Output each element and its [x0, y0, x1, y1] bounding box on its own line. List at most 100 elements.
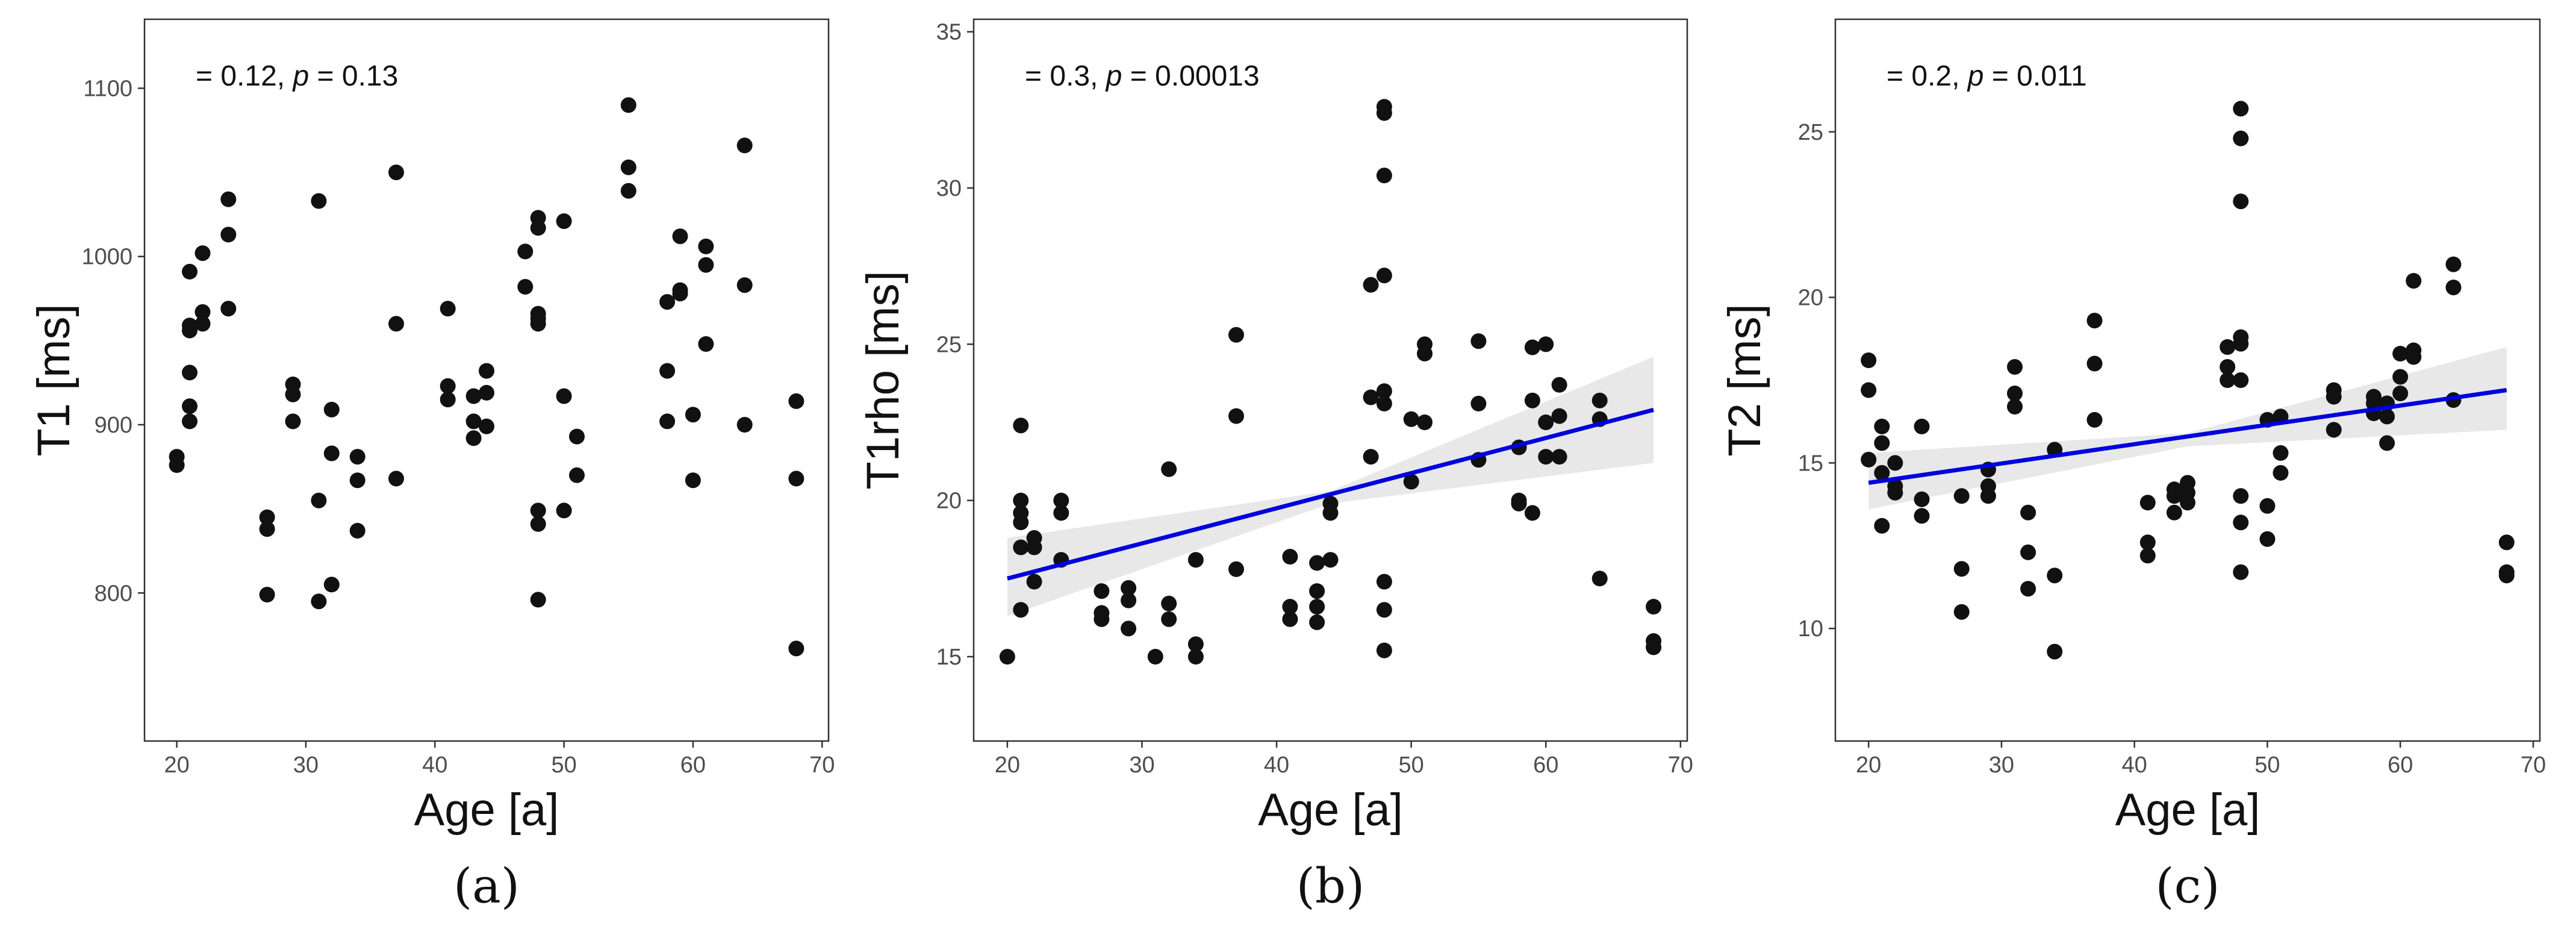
- data-point: [556, 213, 572, 230]
- data-point: [1470, 395, 1487, 411]
- data-point: [659, 413, 676, 430]
- panel-caption: (a): [453, 858, 520, 914]
- data-point: [1376, 383, 1392, 399]
- data-point: [2086, 355, 2103, 372]
- data-point: [2020, 504, 2036, 521]
- data-point: [1363, 389, 1379, 405]
- data-point: [1309, 555, 1325, 571]
- data-point: [259, 509, 275, 525]
- data-point: [1013, 602, 1029, 618]
- data-point: [1591, 571, 1608, 587]
- data-point: [1282, 599, 1298, 615]
- data-point: [2259, 531, 2276, 547]
- data-point: [1309, 583, 1325, 599]
- x-tick-label: 30: [293, 752, 319, 778]
- stats-p-symbol: p: [1967, 60, 1984, 92]
- y-tick-label: 1000: [81, 245, 132, 270]
- data-point: [2233, 564, 2249, 580]
- data-point: [1887, 484, 1903, 501]
- data-point: [2326, 422, 2342, 438]
- data-point: [1013, 515, 1029, 530]
- regression-line: [1868, 388, 2507, 485]
- y-tick-label: 20: [936, 489, 962, 514]
- data-point: [1887, 455, 1903, 471]
- data-point: [569, 467, 585, 483]
- data-point: [672, 286, 688, 302]
- data-point: [169, 457, 185, 473]
- x-axis-title: Age [a]: [414, 784, 559, 836]
- data-point: [1861, 382, 1877, 398]
- data-point: [1524, 505, 1540, 521]
- data-point: [1376, 574, 1392, 590]
- data-point: [388, 471, 404, 487]
- data-point: [182, 364, 198, 381]
- data-point: [2220, 339, 2236, 355]
- data-point: [220, 191, 237, 207]
- data-point: [2047, 643, 2063, 660]
- data-point: [349, 449, 366, 465]
- data-point: [2233, 515, 2249, 531]
- data-point: [1511, 495, 1527, 511]
- data-point: [2233, 193, 2249, 210]
- data-point: [788, 640, 804, 657]
- data-point: [1551, 377, 1567, 393]
- data-point: [311, 593, 327, 610]
- data-point: [788, 393, 804, 409]
- data-point: [1524, 339, 1540, 355]
- data-point: [569, 428, 585, 445]
- data-point: [1861, 451, 1877, 468]
- data-point: [1953, 488, 1970, 504]
- data-point: [1026, 539, 1042, 555]
- data-point: [2406, 273, 2422, 289]
- plot-frame: [972, 18, 1688, 742]
- data-point: [1953, 604, 1970, 620]
- data-point: [259, 521, 275, 537]
- data-point: [1161, 461, 1177, 477]
- data-point: [2392, 369, 2409, 385]
- regression-line: [1007, 407, 1654, 581]
- stats-annotation: = 0.3, p = 0.00013: [1025, 60, 1260, 92]
- data-point: [2007, 359, 2023, 375]
- data-point: [2233, 101, 2249, 117]
- data-point: [1538, 336, 1554, 352]
- data-point: [620, 97, 636, 113]
- data-point: [736, 137, 753, 154]
- stats-prefix: = 0.3,: [1025, 60, 1106, 92]
- data-point: [349, 522, 366, 539]
- data-point: [1161, 595, 1177, 612]
- data-point: [1874, 435, 1890, 451]
- stats-suffix: = 0.00013: [1122, 60, 1259, 92]
- y-tick-label: 30: [936, 176, 962, 201]
- chart-panel-1: 20 30 40 50 60 70 800 900 1000 1100 Age [a] T1 [ms]…: [28, 18, 835, 914]
- data-point: [517, 279, 534, 295]
- data-point: [1551, 408, 1567, 424]
- data-point: [698, 239, 714, 254]
- data-point: [2326, 389, 2342, 405]
- data-point: [685, 472, 701, 489]
- data-point: [620, 159, 636, 175]
- data-point: [2233, 372, 2249, 388]
- data-point: [1121, 621, 1137, 637]
- data-point: [530, 220, 546, 236]
- data-point: [479, 384, 494, 401]
- data-point: [1953, 561, 1970, 577]
- data-point: [1309, 599, 1325, 615]
- data-point: [1524, 392, 1540, 408]
- chart-panel-2: 20 30 40 50 60 70 15 20 25 30 35 Age [a] T1rho [ms] =…: [857, 18, 1693, 914]
- data-point: [2139, 495, 2156, 511]
- data-point: [479, 363, 494, 379]
- data-point: [2020, 581, 2036, 597]
- data-point: [736, 417, 753, 433]
- data-point: [1980, 488, 1996, 504]
- data-point: [1538, 414, 1554, 430]
- data-point: [465, 430, 482, 446]
- stats-annotation: = 0.2, p = 0.011: [1887, 60, 2087, 92]
- data-point: [1376, 642, 1392, 658]
- data-point: [2007, 386, 2023, 401]
- data-point: [2180, 495, 2195, 511]
- data-point: [1874, 464, 1890, 481]
- data-point: [2220, 359, 2236, 375]
- y-tick-label: 25: [936, 332, 962, 357]
- data-point: [1376, 167, 1392, 184]
